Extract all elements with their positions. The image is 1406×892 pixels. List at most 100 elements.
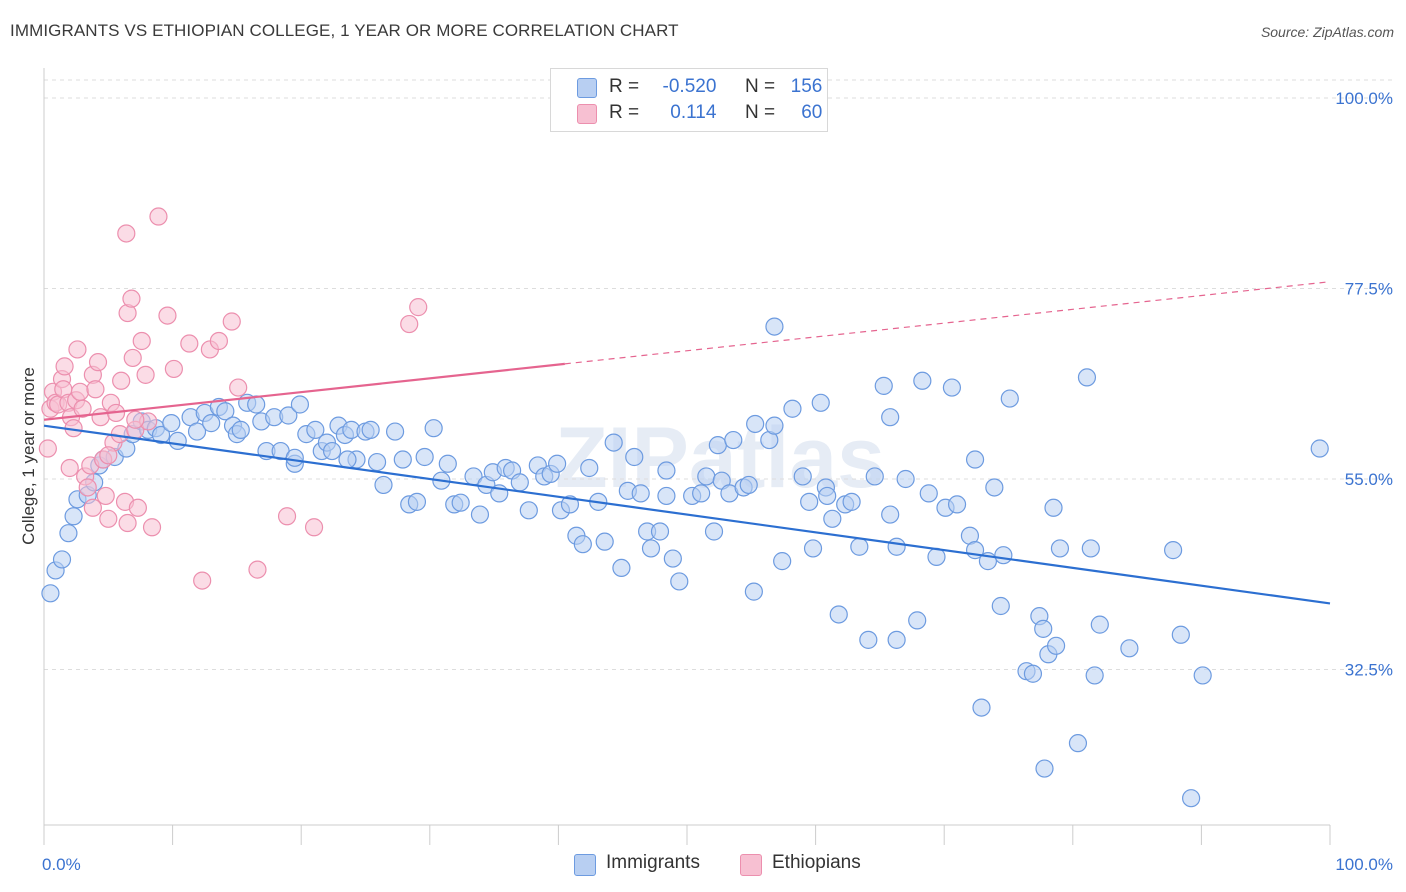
immigrants-point-114 xyxy=(842,492,861,511)
immigrants-point-143 xyxy=(1050,539,1070,558)
immigrants-point-133 xyxy=(991,596,1010,616)
ethiopians-trend-extension xyxy=(564,281,1331,365)
immigrants-point-134 xyxy=(994,546,1013,565)
ethiopians-point-41 xyxy=(164,359,183,379)
immigrants-point-115 xyxy=(850,537,869,556)
immigrants-point-47 xyxy=(361,420,380,439)
immigrants-point-55 xyxy=(424,419,443,438)
immigrants-point-118 xyxy=(874,376,893,395)
immigrants-point-121 xyxy=(887,537,906,556)
ethiopians-point-24 xyxy=(99,509,118,528)
immigrants-point-122 xyxy=(908,611,927,630)
immigrants-point-128 xyxy=(947,495,967,514)
legend-swatch-ethiopians xyxy=(577,104,597,124)
immigrants-point-54 xyxy=(415,447,434,467)
immigrants-point-72 xyxy=(548,454,567,473)
immigrants-point-18 xyxy=(168,431,187,450)
immigrants-point-86 xyxy=(641,539,661,558)
y-axis-title: College, 1 year or more xyxy=(19,367,38,545)
immigrants-point-119 xyxy=(881,408,900,427)
ethiopians-point-29 xyxy=(112,371,131,390)
immigrants-point-144 xyxy=(1068,734,1088,753)
immigrants-point-48 xyxy=(367,452,387,472)
ethiopians-point-14 xyxy=(73,399,92,418)
immigrants-point-38 xyxy=(306,420,325,439)
legend-r-value-ethiopians: 0.114 xyxy=(670,102,717,123)
ethiopians-point-43 xyxy=(193,571,212,590)
immigrants-point-153 xyxy=(1310,439,1329,458)
immigrants-point-49 xyxy=(374,475,393,495)
immigrants-point-108 xyxy=(803,539,823,558)
immigrants-point-51 xyxy=(393,450,412,469)
immigrants-point-16 xyxy=(151,425,171,445)
ethiopians-point-42 xyxy=(180,334,199,353)
immigrants-point-90 xyxy=(670,572,689,591)
immigrants-point-101 xyxy=(744,582,763,601)
immigrants-point-161 xyxy=(765,317,784,336)
ethiopians-point-51 xyxy=(400,314,419,334)
immigrants-point-83 xyxy=(625,447,644,467)
immigrants-point-50 xyxy=(385,422,405,441)
immigrants-point-105 xyxy=(783,399,802,418)
immigrants-point-76 xyxy=(573,535,592,554)
immigrants-point-4 xyxy=(64,507,83,526)
immigrants-point-146 xyxy=(1085,666,1104,685)
immigrants-point-109 xyxy=(811,393,830,412)
ethiopians-point-19 xyxy=(86,380,105,399)
correlation-legend: R = -0.520 N = 156 R = 0.114 N = 60 xyxy=(550,68,828,132)
ethiopians-point-16 xyxy=(78,478,97,497)
immigrants-point-20 xyxy=(187,422,207,441)
immigrants-point-147 xyxy=(1090,615,1109,634)
immigrants-point-107 xyxy=(800,492,819,511)
immigrants-point-22 xyxy=(202,414,221,433)
immigrants-point-77 xyxy=(580,458,599,478)
immigrants-point-112 xyxy=(829,605,848,624)
immigrants-point-79 xyxy=(595,532,614,551)
chart-title: IMMIGRANTS VS ETHIOPIAN COLLEGE, 1 YEAR … xyxy=(10,21,679,40)
immigrants-point-132 xyxy=(985,478,1004,497)
immigrants-point-41 xyxy=(322,441,342,461)
immigrants-point-145 xyxy=(1077,368,1097,387)
immigrants-point-159 xyxy=(285,448,304,467)
immigrants-point-67 xyxy=(510,473,529,492)
immigrants-point-68 xyxy=(519,501,538,520)
immigrants-point-156 xyxy=(818,486,837,506)
immigrants-point-74 xyxy=(560,495,580,514)
immigrants-point-94 xyxy=(704,522,724,541)
immigrants-point-127 xyxy=(942,378,962,397)
ethiopians-point-36 xyxy=(136,365,155,384)
ethiopians-point-50 xyxy=(304,518,324,537)
immigrants-point-36 xyxy=(290,395,310,414)
immigrants-point-61 xyxy=(470,505,490,524)
legend-r-label-immigrants: R = xyxy=(609,76,640,97)
ethiopians-point-0 xyxy=(38,439,57,458)
immigrants-point-0 xyxy=(41,584,60,603)
immigrants-point-148 xyxy=(1120,639,1139,658)
immigrants-point-104 xyxy=(773,552,792,571)
ethiopians-point-58 xyxy=(126,410,145,429)
immigrants-point-103 xyxy=(765,416,784,435)
immigrants-point-24 xyxy=(216,402,235,421)
immigrants-point-87 xyxy=(650,522,670,541)
ethiopians-point-13 xyxy=(70,382,90,401)
legend-text-immigrants: R = -0.520 N = 156 xyxy=(609,76,822,98)
immigrants-point-88 xyxy=(657,486,676,506)
immigrants-point-124 xyxy=(919,484,938,503)
legend-swatch-immigrants xyxy=(577,78,597,98)
ethiopians-point-59 xyxy=(60,458,79,478)
ethiopians-point-55 xyxy=(122,289,141,308)
immigrants-point-163 xyxy=(887,630,906,649)
immigrants-point-117 xyxy=(865,467,884,486)
immigrants-point-130 xyxy=(972,698,991,717)
ethiopians-point-49 xyxy=(277,507,297,526)
bottom-legend-swatch-immigrants xyxy=(574,854,596,876)
immigrants-point-162 xyxy=(746,414,765,434)
ethiopians-point-38 xyxy=(142,518,162,537)
ethiopians-point-21 xyxy=(91,408,110,427)
ethiopians-point-46 xyxy=(222,312,241,331)
immigrants-point-95 xyxy=(708,436,727,455)
ethiopians-point-57 xyxy=(83,498,102,517)
immigrants-point-81 xyxy=(612,558,631,578)
ethiopians-point-47 xyxy=(229,378,248,397)
legend-n-value-ethiopians: 60 xyxy=(801,102,823,123)
